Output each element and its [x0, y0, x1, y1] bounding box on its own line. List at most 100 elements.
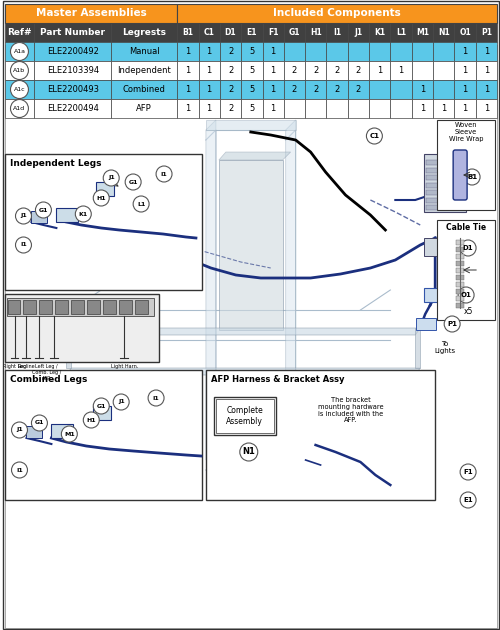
Bar	[369, 61, 390, 80]
Text: D1: D1	[463, 245, 473, 251]
Text: Woven
Sleeve
Wire Wrap: Woven Sleeve Wire Wrap	[449, 122, 484, 142]
Bar	[416, 318, 436, 330]
Text: J1: J1	[108, 176, 114, 181]
Text: J1: J1	[118, 399, 124, 404]
Text: 5: 5	[249, 104, 254, 113]
Bar	[111, 80, 177, 99]
Text: A1a: A1a	[14, 49, 26, 54]
Text: 2: 2	[356, 85, 361, 94]
Text: Right Leg: Right Leg	[3, 364, 26, 369]
Bar	[424, 154, 466, 212]
Circle shape	[94, 398, 109, 414]
Bar	[390, 80, 411, 99]
Circle shape	[12, 422, 28, 438]
Text: 1: 1	[270, 85, 276, 94]
Bar	[4, 4, 177, 23]
Text: 2: 2	[313, 66, 318, 75]
Bar	[111, 23, 177, 42]
Bar	[456, 261, 464, 266]
Text: H1: H1	[310, 28, 322, 37]
Bar	[369, 42, 390, 61]
Bar	[456, 268, 464, 273]
Bar	[348, 61, 369, 80]
Bar	[220, 23, 241, 42]
Bar	[426, 175, 464, 180]
Text: A1c: A1c	[14, 87, 26, 92]
Text: AFP Harness & Bracket Assy: AFP Harness & Bracket Assy	[211, 374, 344, 384]
Text: 2: 2	[228, 85, 233, 94]
Text: K1: K1	[78, 212, 88, 217]
Bar	[412, 23, 433, 42]
Text: H1: H1	[96, 195, 106, 200]
Bar	[6, 298, 154, 316]
Bar	[390, 61, 411, 80]
Bar	[426, 160, 464, 165]
Bar	[214, 397, 276, 435]
Bar	[454, 23, 475, 42]
Bar	[456, 247, 464, 252]
Bar	[177, 42, 199, 61]
Bar	[241, 99, 262, 118]
Bar	[4, 99, 34, 118]
Bar	[4, 80, 34, 99]
Bar	[369, 80, 390, 99]
Text: I1: I1	[160, 171, 168, 176]
Bar	[433, 61, 454, 80]
Text: 1: 1	[484, 104, 489, 113]
Text: K1: K1	[374, 28, 386, 37]
Text: C1: C1	[204, 28, 214, 37]
Text: 1: 1	[462, 104, 468, 113]
Text: Combined: Combined	[122, 85, 166, 94]
Bar	[198, 61, 220, 80]
Polygon shape	[66, 328, 420, 335]
Bar	[284, 80, 305, 99]
Text: 1: 1	[420, 104, 425, 113]
Bar	[262, 42, 284, 61]
Bar	[348, 80, 369, 99]
Text: Independent: Independent	[118, 66, 171, 75]
Polygon shape	[416, 328, 420, 368]
Bar	[412, 42, 433, 61]
Bar	[88, 300, 100, 314]
Text: 1: 1	[420, 85, 425, 94]
Text: E1: E1	[246, 28, 257, 37]
Bar	[96, 182, 114, 196]
Bar	[305, 42, 326, 61]
Text: Legrests: Legrests	[122, 28, 166, 37]
Bar	[34, 61, 111, 80]
Circle shape	[444, 316, 460, 332]
Text: Cable Tie: Cable Tie	[446, 224, 486, 232]
Polygon shape	[66, 328, 71, 368]
Bar	[177, 61, 199, 80]
Bar	[4, 61, 34, 80]
Text: 1: 1	[186, 66, 190, 75]
Bar	[4, 154, 202, 290]
Text: 1: 1	[484, 47, 489, 56]
Bar	[305, 80, 326, 99]
Circle shape	[458, 287, 474, 303]
Polygon shape	[219, 160, 282, 330]
Text: Complete
Assembly: Complete Assembly	[226, 406, 263, 426]
Text: x5: x5	[464, 307, 473, 316]
Bar	[4, 370, 202, 500]
Bar	[241, 42, 262, 61]
Bar	[424, 288, 446, 302]
Text: L1: L1	[137, 202, 145, 207]
Text: G1: G1	[288, 28, 300, 37]
Text: Manual: Manual	[129, 47, 160, 56]
Text: Left Leg /
Comb. Leg /
AFP: Left Leg / Comb. Leg / AFP	[32, 364, 61, 381]
Circle shape	[113, 394, 129, 410]
Bar	[326, 80, 348, 99]
Bar	[456, 282, 464, 287]
Bar	[34, 99, 111, 118]
Bar	[220, 42, 241, 61]
Text: 2: 2	[292, 85, 297, 94]
Bar	[454, 99, 475, 118]
Text: G1: G1	[128, 180, 138, 185]
Bar	[456, 303, 464, 308]
Text: 5: 5	[249, 47, 254, 56]
Text: ELE2200492: ELE2200492	[47, 47, 98, 56]
Circle shape	[12, 462, 28, 478]
Bar	[369, 99, 390, 118]
Bar	[433, 99, 454, 118]
